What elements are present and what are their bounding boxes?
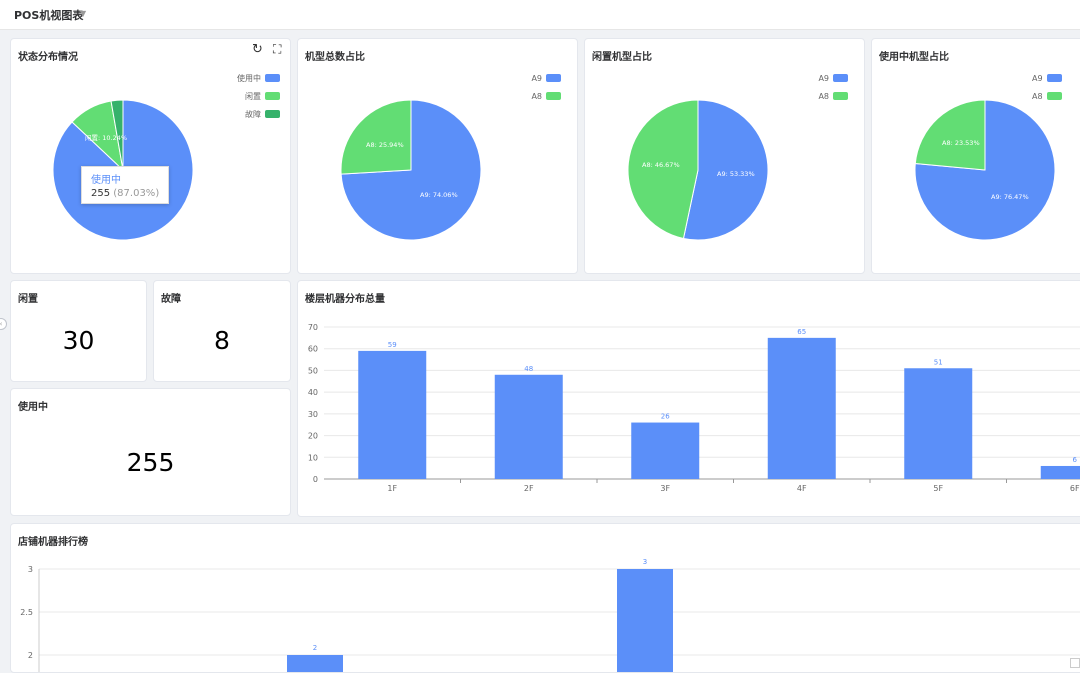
legend-item[interactable]: A8 bbox=[531, 91, 561, 101]
card-title: 使用中机型占比 bbox=[879, 52, 949, 63]
slice-label: A9: 76.47% bbox=[991, 193, 1029, 201]
stat-value: 30 bbox=[62, 326, 95, 355]
status-pie-svg: 闲置: 10.24% bbox=[52, 99, 194, 241]
card-title: 楼层机器分布总量 bbox=[305, 294, 385, 305]
pie-slice-故障[interactable] bbox=[110, 99, 124, 171]
tooltip-name: 使用中 bbox=[91, 175, 121, 186]
pie-slice-A8[interactable] bbox=[627, 99, 699, 240]
stat-label: 使用中 bbox=[18, 402, 48, 413]
card-title: 店铺机器排行榜 bbox=[18, 537, 88, 548]
y-tick-label: 40 bbox=[308, 388, 318, 397]
legend-item[interactable]: A8 bbox=[818, 91, 848, 101]
dashboard-title[interactable]: POS机视图表 bbox=[14, 9, 84, 22]
legend-item[interactable]: A9 bbox=[531, 73, 561, 83]
fault-stat-card: 故障 8 bbox=[153, 280, 291, 382]
status-distribution-card: 状态分布情况 ↻ ⛶ 使用中 闲置 故障 闲置: 10.24% 使用中 255 … bbox=[10, 38, 291, 274]
chart-legend: A9 A8 bbox=[531, 73, 561, 109]
chart-legend: A9 A8 bbox=[1032, 73, 1072, 109]
y-tick-label: 2 bbox=[28, 651, 33, 660]
x-tick-label: 3F bbox=[660, 484, 670, 493]
idle-model-card: 闲置机型占比 A9 A8 A9: 53.33% A8: 46.67% bbox=[584, 38, 865, 274]
legend-item[interactable]: A9 bbox=[1032, 73, 1072, 83]
x-tick-label: 6F bbox=[1070, 484, 1080, 493]
idle-model-pie bbox=[627, 99, 769, 241]
legend-item[interactable]: 使用中 bbox=[237, 73, 280, 83]
idle-model-pie-svg: A9: 53.33% A8: 46.67% bbox=[627, 99, 769, 241]
stat-value: 255 bbox=[126, 448, 175, 477]
store-ranking-card: 店铺机器排行榜 2 2.5 3 2 3 bbox=[10, 523, 1080, 673]
x-tick-label: 2F bbox=[524, 484, 534, 493]
refresh-icon[interactable]: ↻ bbox=[252, 42, 263, 57]
bar-value-label: 3 bbox=[643, 558, 647, 566]
inuse-model-pie bbox=[914, 99, 1056, 241]
bar-3F[interactable] bbox=[631, 422, 700, 479]
bar-value-label: 48 bbox=[524, 365, 533, 373]
slice-label: A9: 74.06% bbox=[420, 191, 458, 199]
bar-4F[interactable] bbox=[767, 337, 836, 479]
model-total-pie-svg: A9: 74.06% A8: 25.94% bbox=[340, 99, 482, 241]
stat-label: 闲置 bbox=[18, 294, 38, 305]
slice-label: 闲置: 10.24% bbox=[85, 133, 127, 142]
x-tick-label: 1F bbox=[387, 484, 397, 493]
y-tick-label: 30 bbox=[308, 410, 318, 419]
y-tick-label: 60 bbox=[308, 345, 318, 354]
pie-slice-A9[interactable] bbox=[682, 99, 769, 241]
stat-value: 8 bbox=[214, 326, 230, 355]
x-tick-label: 5F bbox=[933, 484, 943, 493]
y-tick-label: 70 bbox=[308, 323, 318, 332]
bar-2F[interactable] bbox=[494, 374, 563, 479]
legend-item[interactable]: A9 bbox=[818, 73, 848, 83]
y-tick-label: 3 bbox=[28, 565, 33, 574]
bar-6F[interactable] bbox=[1040, 465, 1080, 479]
bar-5F[interactable] bbox=[904, 368, 973, 479]
chart-legend: A9 A8 bbox=[818, 73, 848, 109]
card-title: 机型总数占比 bbox=[305, 52, 365, 63]
chart-legend: 使用中 闲置 故障 bbox=[237, 73, 280, 127]
scrollbar-corner bbox=[1070, 658, 1080, 668]
tooltip-value: 255 (87.03%) bbox=[91, 188, 160, 199]
slice-label: A9: 53.33% bbox=[717, 170, 755, 178]
slice-label: A8: 25.94% bbox=[366, 141, 404, 149]
bar-value-label: 26 bbox=[661, 413, 670, 421]
floor-distribution-card: 楼层机器分布总量 0 10 20 30 40 50 60 70 59 1F 48 2F 26 3F 65 4F… bbox=[297, 280, 1080, 517]
model-total-card: 机型总数占比 A9 A8 A9: 74.06% A8: 25.94% bbox=[297, 38, 578, 274]
bar-value-label: 51 bbox=[934, 358, 943, 366]
pie-slice-A8[interactable] bbox=[914, 99, 986, 171]
store-bar[interactable] bbox=[287, 655, 343, 673]
store-bar[interactable] bbox=[617, 569, 673, 673]
dropdown-caret-icon[interactable]: ▼ bbox=[80, 9, 87, 18]
model-total-pie bbox=[340, 99, 482, 241]
legend-item[interactable]: 闲置 bbox=[237, 91, 280, 101]
stat-label: 故障 bbox=[161, 294, 181, 305]
y-tick-label: 20 bbox=[308, 432, 318, 441]
bar-value-label: 65 bbox=[797, 328, 806, 336]
top-bar: POS机视图表 ▼ bbox=[0, 0, 1080, 30]
legend-item[interactable]: A8 bbox=[1032, 91, 1072, 101]
inuse-model-pie-svg: A9: 76.47% A8: 23.53% bbox=[914, 99, 1056, 241]
card-title: 闲置机型占比 bbox=[592, 52, 652, 63]
x-tick-label: 4F bbox=[797, 484, 807, 493]
bar-value-label: 6 bbox=[1073, 456, 1078, 464]
chevron-left-icon[interactable]: ‹ bbox=[0, 318, 7, 330]
fullscreen-icon[interactable]: ⛶ bbox=[273, 42, 282, 56]
y-tick-label: 50 bbox=[308, 366, 318, 375]
floor-bar-chart: 0 10 20 30 40 50 60 70 59 1F 48 2F 26 3F 65 4F 51 5F 6 6F bbox=[308, 323, 1080, 493]
pie-slice-A8[interactable] bbox=[340, 99, 412, 175]
card-title: 状态分布情况 bbox=[18, 52, 78, 63]
store-bar-chart: 2 2.5 3 2 3 bbox=[20, 558, 1080, 673]
legend-item[interactable]: 故障 bbox=[237, 109, 280, 119]
idle-stat-card: 闲置 30 bbox=[10, 280, 147, 382]
inuse-stat-card: 使用中 255 bbox=[10, 388, 291, 516]
bar-value-label: 2 bbox=[313, 644, 317, 652]
y-tick-label: 2.5 bbox=[20, 608, 33, 617]
inuse-model-card: 使用中机型占比 A9 A8 A9: 76.47% A8: 23.53% bbox=[871, 38, 1080, 274]
y-tick-label: 0 bbox=[313, 475, 318, 484]
slice-label: A8: 23.53% bbox=[942, 139, 980, 147]
bar-1F[interactable] bbox=[358, 350, 427, 479]
bar-value-label: 59 bbox=[388, 341, 397, 349]
y-tick-label: 10 bbox=[308, 453, 318, 462]
slice-label: A8: 46.67% bbox=[642, 161, 680, 169]
chart-tooltip: 使用中 255 (87.03%) bbox=[81, 166, 170, 204]
